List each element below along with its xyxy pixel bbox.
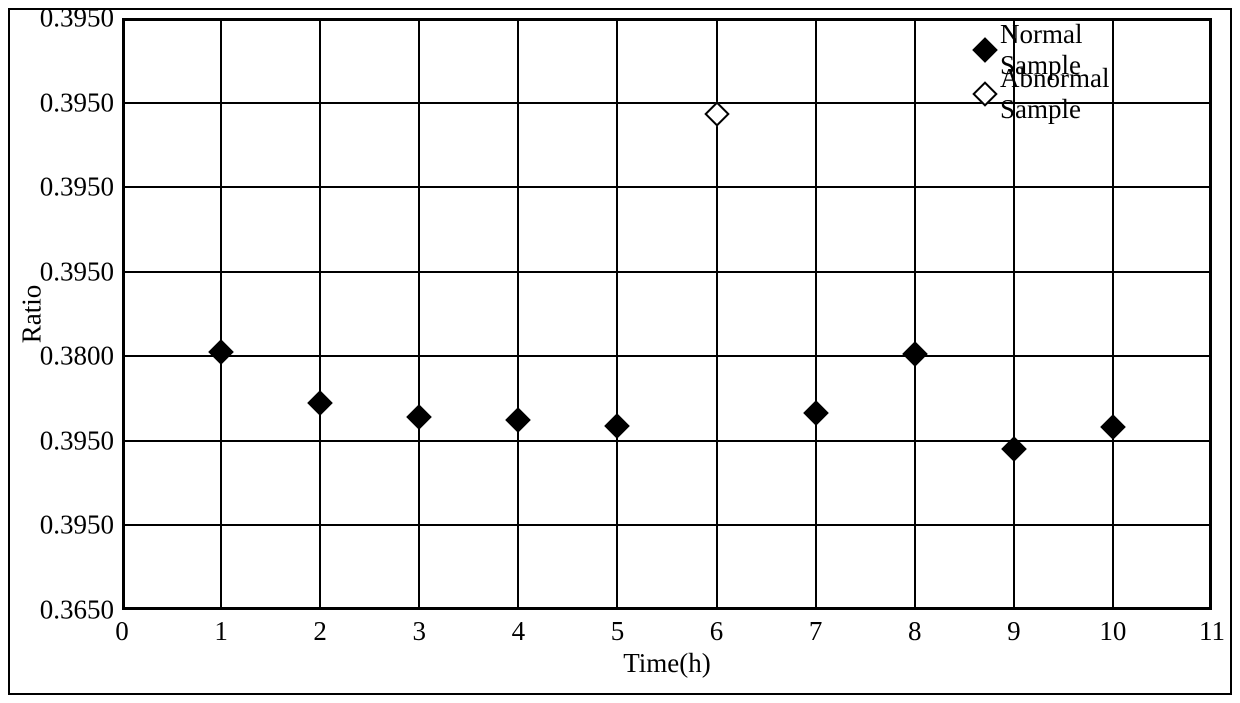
data-point	[704, 101, 729, 126]
x-axis-title: Time(h)	[623, 648, 711, 679]
gridline-horizontal	[122, 355, 1212, 357]
y-tick-label: 0.3950	[40, 172, 114, 203]
x-tick-label: 1	[214, 616, 228, 647]
x-tick-label: 11	[1199, 616, 1225, 647]
y-tick-label: 0.3950	[40, 425, 114, 456]
gridline-vertical	[815, 18, 817, 610]
data-point	[307, 390, 332, 415]
x-tick-label: 5	[611, 616, 625, 647]
x-tick-label: 7	[809, 616, 823, 647]
data-point	[407, 404, 432, 429]
data-point	[1100, 415, 1125, 440]
gridline-vertical	[914, 18, 916, 610]
gridline-vertical	[616, 18, 618, 610]
y-tick-label: 0.3950	[40, 87, 114, 118]
gridline-horizontal	[122, 440, 1212, 442]
y-tick-label: 0.3650	[40, 595, 114, 626]
data-point	[605, 414, 630, 439]
data-point	[208, 339, 233, 364]
y-tick-label: 0.3800	[40, 341, 114, 372]
legend-label: Abnormal Sample	[1000, 63, 1109, 125]
x-tick-label: 2	[313, 616, 327, 647]
gridline-vertical	[1112, 18, 1114, 610]
gridline-vertical	[319, 18, 321, 610]
x-tick-label: 10	[1099, 616, 1126, 647]
x-tick-label: 4	[512, 616, 526, 647]
x-tick-label: 9	[1007, 616, 1021, 647]
y-axis-title: Ratio	[17, 285, 48, 344]
data-point	[506, 407, 531, 432]
gridline-horizontal	[122, 271, 1212, 273]
gridline-vertical	[220, 18, 222, 610]
x-tick-label: 0	[115, 616, 129, 647]
gridline-horizontal	[122, 186, 1212, 188]
y-tick-label: 0.3950	[40, 510, 114, 541]
legend-item: Abnormal Sample	[976, 72, 1109, 116]
x-tick-label: 8	[908, 616, 922, 647]
gridline-horizontal	[122, 524, 1212, 526]
gridline-vertical	[418, 18, 420, 610]
gridline-vertical	[517, 18, 519, 610]
legend-marker-icon	[972, 81, 997, 106]
x-tick-label: 3	[413, 616, 427, 647]
legend-marker-icon	[972, 37, 997, 62]
data-point	[803, 400, 828, 425]
x-tick-label: 6	[710, 616, 724, 647]
y-tick-label: 0.3950	[40, 256, 114, 287]
y-tick-label: 0.3950	[40, 3, 114, 34]
data-point	[902, 341, 927, 366]
